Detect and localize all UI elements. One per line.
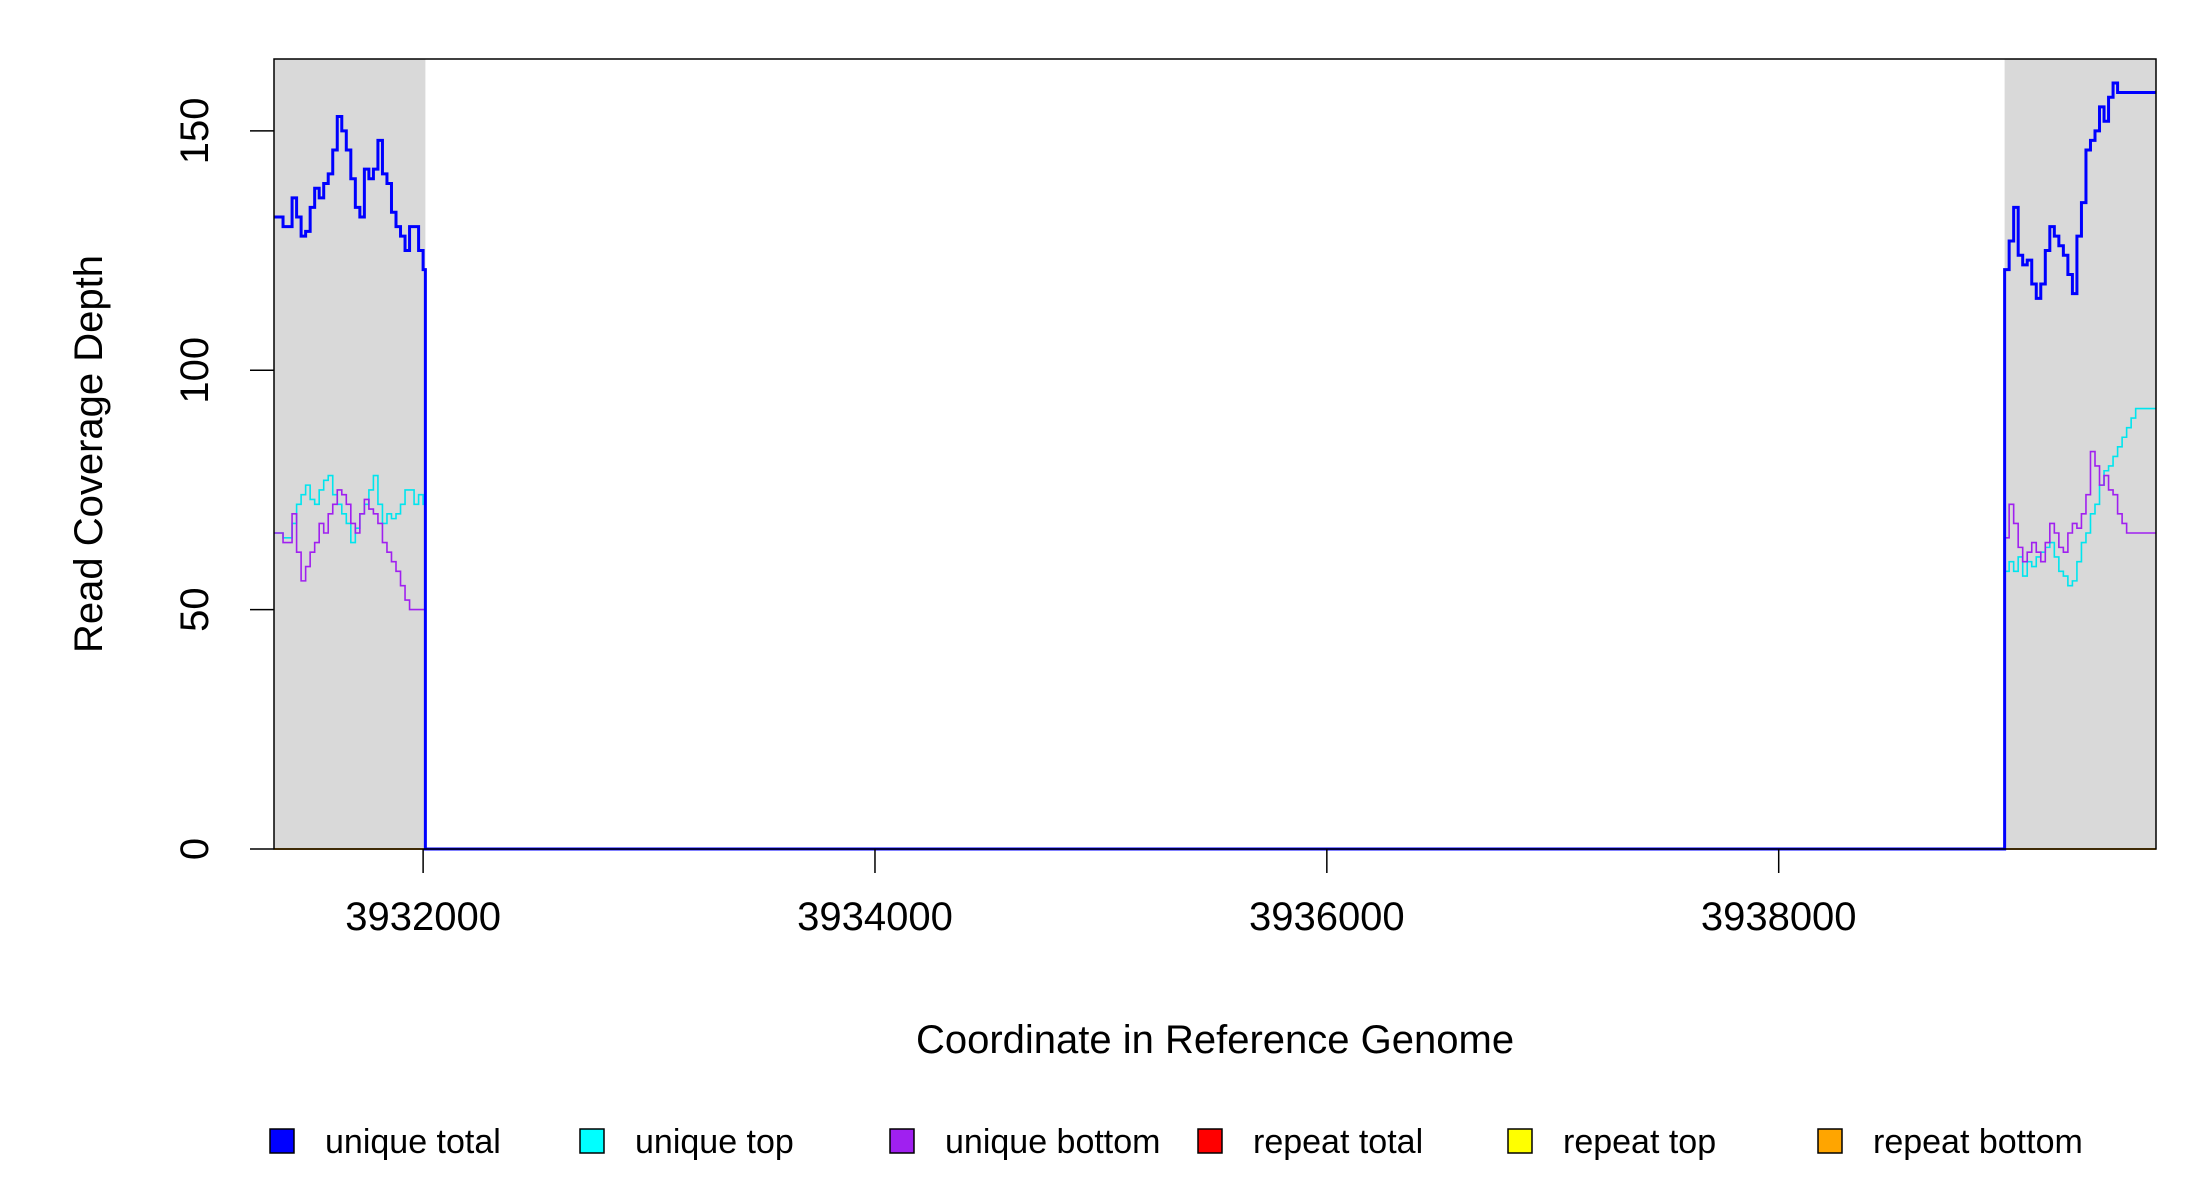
x-tick-label: 3938000 xyxy=(1701,895,1857,939)
x-tick-label: 3932000 xyxy=(345,895,501,939)
legend-label: unique bottom xyxy=(945,1123,1161,1161)
legend-label: unique top xyxy=(635,1123,794,1161)
y-tick-label: 50 xyxy=(173,587,217,632)
legend-swatch xyxy=(889,1128,915,1154)
y-tick-label: 0 xyxy=(173,838,217,860)
legend-swatch xyxy=(269,1128,295,1154)
x-axis-label: Coordinate in Reference Genome xyxy=(916,1018,1514,1062)
y-axis-label: Read Coverage Depth xyxy=(67,255,111,653)
x-axis: 3932000 3934000 3936000 3938000 xyxy=(345,849,1857,939)
legend-label: unique total xyxy=(325,1123,501,1161)
series-lines xyxy=(274,81,2156,851)
legend-swatch xyxy=(1817,1128,1843,1154)
y-tick-label: 150 xyxy=(173,97,217,164)
x-tick-label: 3934000 xyxy=(797,895,953,939)
series-line-unique-top xyxy=(274,407,2156,850)
series-line-unique-bottom xyxy=(274,450,2156,850)
plot-frame xyxy=(273,58,2157,850)
legend-label: repeat top xyxy=(1563,1123,1716,1161)
shaded-region-1 xyxy=(2004,59,2156,849)
series-line-unique-total xyxy=(274,81,2156,851)
x-tick-label: 3936000 xyxy=(1249,895,1405,939)
legend: unique total unique top unique bottom repea… xyxy=(269,1123,2083,1161)
y-tick-label: 100 xyxy=(173,337,217,404)
shaded-region-0 xyxy=(274,59,426,849)
legend-swatch xyxy=(579,1128,605,1154)
legend-swatch xyxy=(1197,1128,1223,1154)
shaded-regions xyxy=(274,59,2156,849)
legend-label: repeat bottom xyxy=(1873,1123,2083,1161)
legend-swatch xyxy=(1507,1128,1533,1154)
y-axis: 0 50 100 150 xyxy=(173,97,274,860)
legend-label: repeat total xyxy=(1253,1123,1423,1161)
